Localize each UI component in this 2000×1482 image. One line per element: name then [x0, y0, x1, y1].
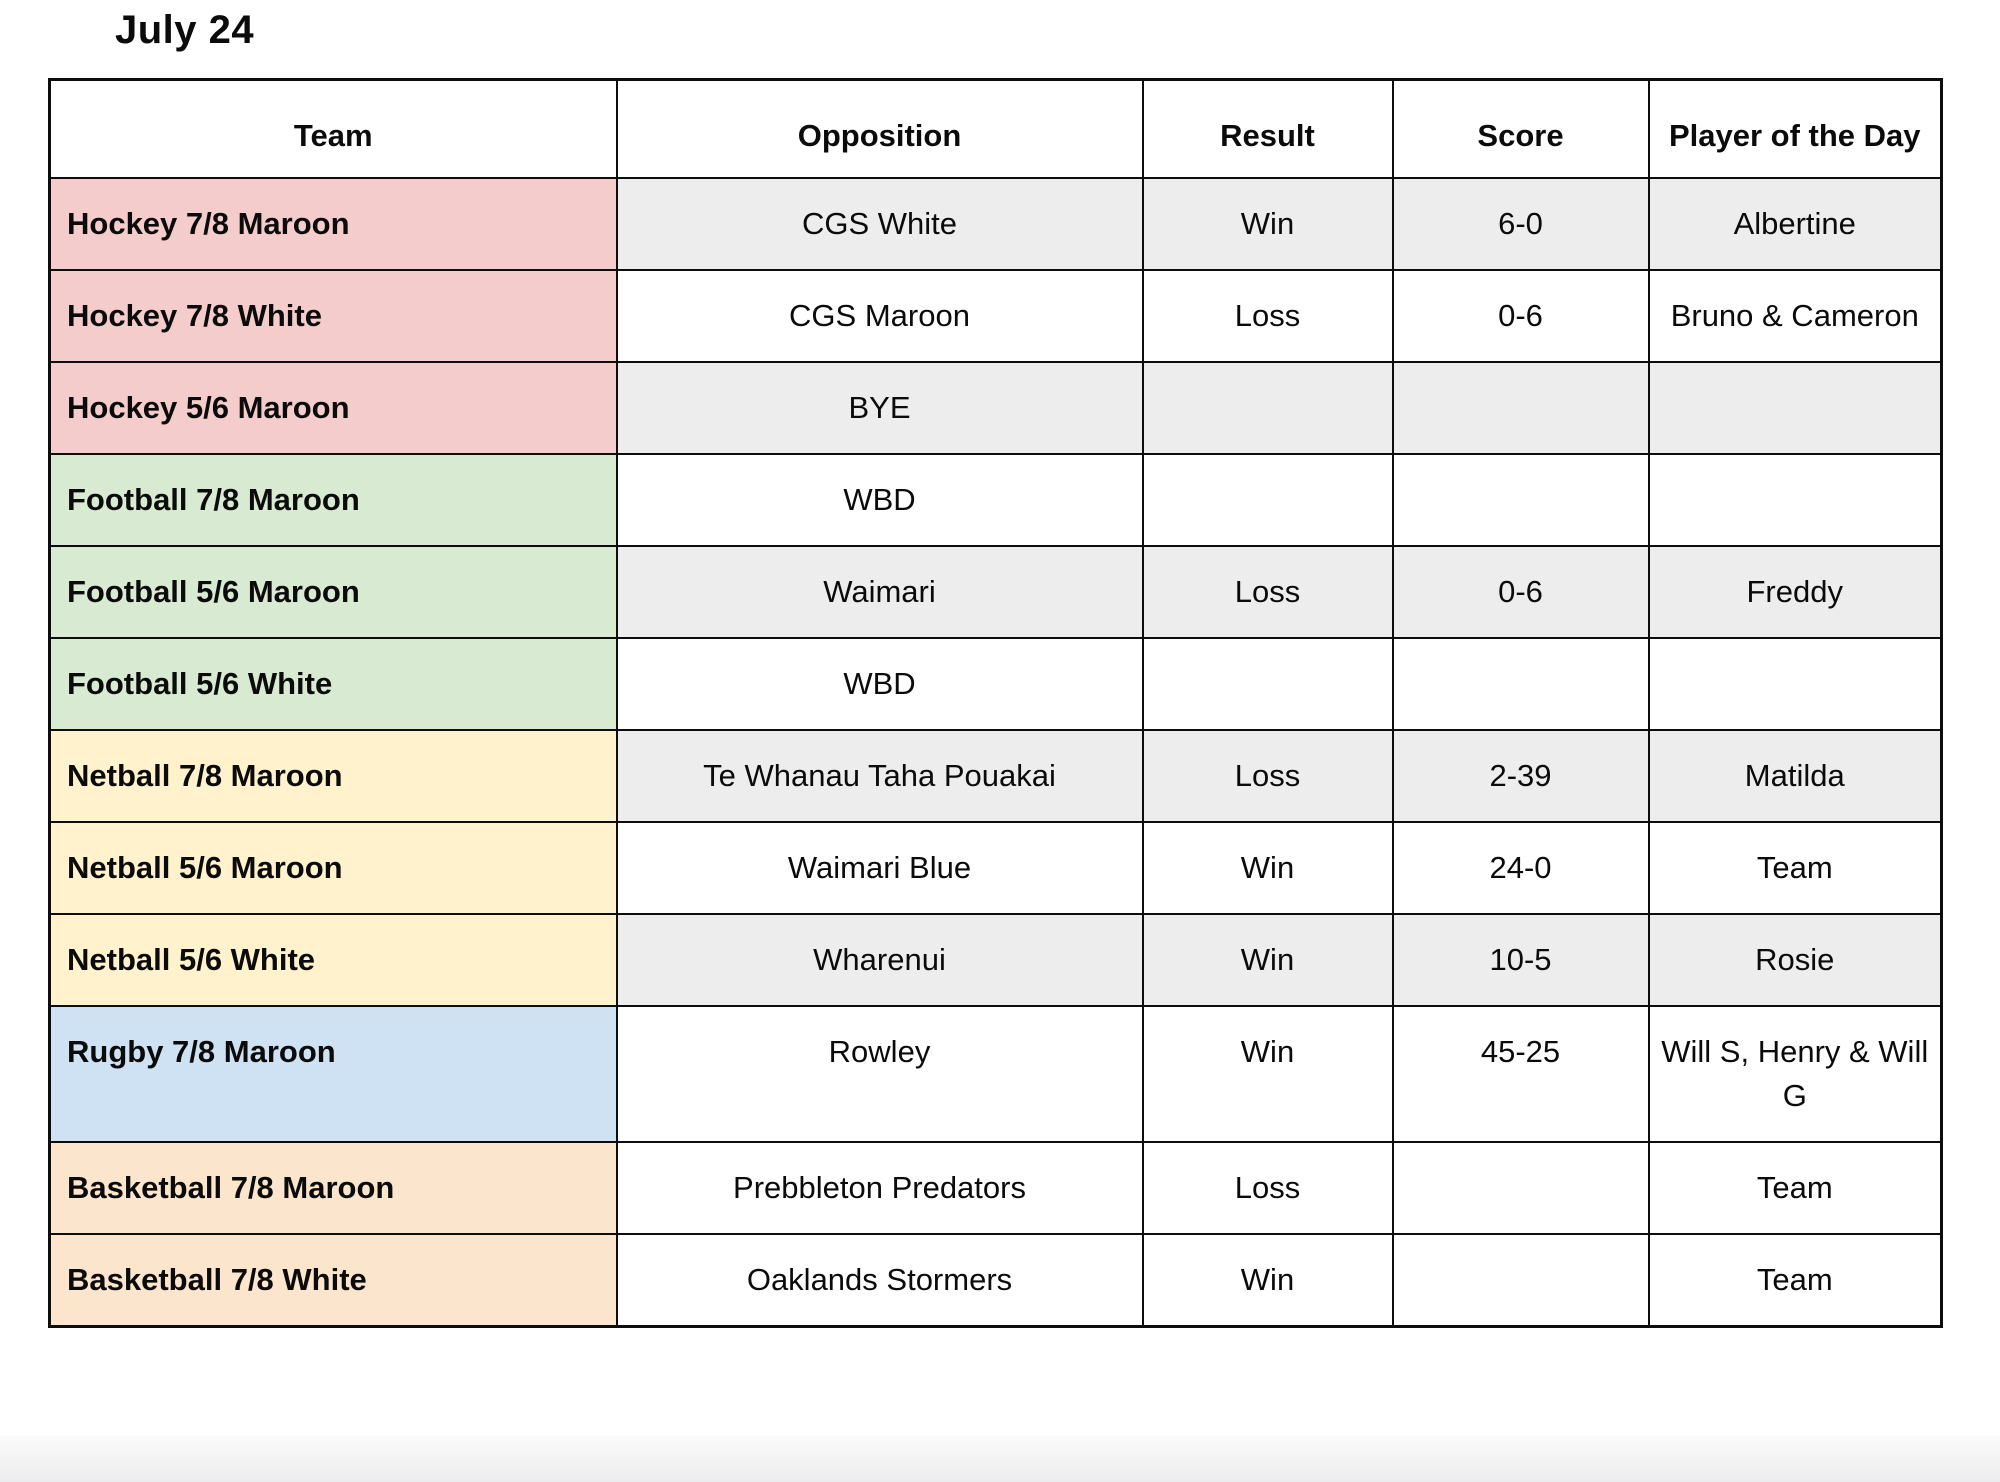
opposition-cell: BYE — [615, 361, 1144, 455]
score-cell: 6-0 — [1391, 177, 1650, 271]
player-cell — [1647, 637, 1943, 731]
opposition-cell: Oaklands Stormers — [615, 1233, 1144, 1328]
score-cell: 0-6 — [1391, 545, 1650, 639]
score-cell — [1391, 453, 1650, 547]
team-cell: Netball 7/8 Maroon — [48, 729, 618, 823]
table-row-basketball-7-8-white: Basketball 7/8 White Oaklands Stormers Win… — [48, 1233, 1943, 1328]
score-cell — [1391, 361, 1650, 455]
column-header-score: Score — [1391, 78, 1650, 179]
result-cell: Win — [1141, 913, 1394, 1007]
opposition-cell: CGS Maroon — [615, 269, 1144, 363]
column-header-player-of-the-day: Player of the Day — [1647, 78, 1943, 179]
player-cell: Freddy — [1647, 545, 1943, 639]
column-header-result: Result — [1141, 78, 1394, 179]
result-cell — [1141, 637, 1394, 731]
page-bottom-margin — [0, 1436, 2000, 1482]
opposition-cell: Waimari — [615, 545, 1144, 639]
team-cell: Football 5/6 White — [48, 637, 618, 731]
result-cell: Loss — [1141, 729, 1394, 823]
table-row-netball-7-8-maroon: Netball 7/8 Maroon Te Whanau Taha Pouakai… — [48, 729, 1943, 823]
score-cell — [1391, 1233, 1650, 1328]
player-cell: Bruno & Cameron — [1647, 269, 1943, 363]
table-row-rugby-7-8-maroon: Rugby 7/8 Maroon Rowley Win 45-25 Will S, He… — [48, 1005, 1943, 1143]
team-cell: Basketball 7/8 White — [48, 1233, 618, 1328]
table-row-netball-5-6-maroon: Netball 5/6 Maroon Waimari Blue Win 24-0 Tea… — [48, 821, 1943, 915]
score-cell: 0-6 — [1391, 269, 1650, 363]
team-cell: Football 5/6 Maroon — [48, 545, 618, 639]
player-cell — [1647, 361, 1943, 455]
player-cell: Rosie — [1647, 913, 1943, 1007]
player-cell — [1647, 453, 1943, 547]
player-cell: Matilda — [1647, 729, 1943, 823]
table-row-football-5-6-maroon: Football 5/6 Maroon Waimari Loss 0-6 Freddy — [48, 545, 1943, 639]
team-cell: Netball 5/6 White — [48, 913, 618, 1007]
column-header-team: Team — [48, 78, 618, 179]
player-cell: Team — [1647, 1141, 1943, 1235]
opposition-cell: Rowley — [615, 1005, 1144, 1143]
page-title: July 24 — [115, 8, 255, 52]
result-cell: Loss — [1141, 1141, 1394, 1235]
table-header-row: Team Opposition Result Score Player of the D… — [48, 78, 1943, 179]
opposition-cell: Waimari Blue — [615, 821, 1144, 915]
player-cell: Team — [1647, 1233, 1943, 1328]
team-cell: Hockey 7/8 White — [48, 269, 618, 363]
opposition-cell: WBD — [615, 453, 1144, 547]
result-cell: Loss — [1141, 545, 1394, 639]
opposition-cell: CGS White — [615, 177, 1144, 271]
table-row-netball-5-6-white: Netball 5/6 White Wharenui Win 10-5 Rosie — [48, 913, 1943, 1007]
opposition-cell: Prebbleton Predators — [615, 1141, 1144, 1235]
table-row-hockey-5-6-maroon: Hockey 5/6 Maroon BYE — [48, 361, 1943, 455]
opposition-cell: Wharenui — [615, 913, 1144, 1007]
opposition-cell: Te Whanau Taha Pouakai — [615, 729, 1144, 823]
player-cell: Team — [1647, 821, 1943, 915]
player-cell: Will S, Henry & Will G — [1647, 1005, 1943, 1143]
table-row-football-5-6-white: Football 5/6 White WBD — [48, 637, 1943, 731]
table-row-basketball-7-8-maroon: Basketball 7/8 Maroon Prebbleton Predator… — [48, 1141, 1943, 1235]
column-header-opposition: Opposition — [615, 78, 1144, 179]
table-row-football-7-8-maroon: Football 7/8 Maroon WBD — [48, 453, 1943, 547]
table-row-hockey-7-8-white: Hockey 7/8 White CGS Maroon Loss 0-6 Bruno &… — [48, 269, 1943, 363]
score-cell — [1391, 637, 1650, 731]
sports-results-table: Team Opposition Result Score Player of the D… — [48, 78, 1943, 1328]
team-cell: Netball 5/6 Maroon — [48, 821, 618, 915]
team-cell: Hockey 7/8 Maroon — [48, 177, 618, 271]
result-cell: Win — [1141, 177, 1394, 271]
result-cell: Loss — [1141, 269, 1394, 363]
score-cell — [1391, 1141, 1650, 1235]
team-cell: Rugby 7/8 Maroon — [48, 1005, 618, 1143]
result-cell: Win — [1141, 821, 1394, 915]
score-cell: 24-0 — [1391, 821, 1650, 915]
table-row-hockey-7-8-maroon: Hockey 7/8 Maroon CGS White Win 6-0 Albertin… — [48, 177, 1943, 271]
opposition-cell: WBD — [615, 637, 1144, 731]
player-cell: Albertine — [1647, 177, 1943, 271]
team-cell: Basketball 7/8 Maroon — [48, 1141, 618, 1235]
team-cell: Hockey 5/6 Maroon — [48, 361, 618, 455]
result-cell — [1141, 361, 1394, 455]
result-cell: Win — [1141, 1005, 1394, 1143]
team-cell: Football 7/8 Maroon — [48, 453, 618, 547]
score-cell: 45-25 — [1391, 1005, 1650, 1143]
result-cell — [1141, 453, 1394, 547]
score-cell: 10-5 — [1391, 913, 1650, 1007]
result-cell: Win — [1141, 1233, 1394, 1328]
score-cell: 2-39 — [1391, 729, 1650, 823]
